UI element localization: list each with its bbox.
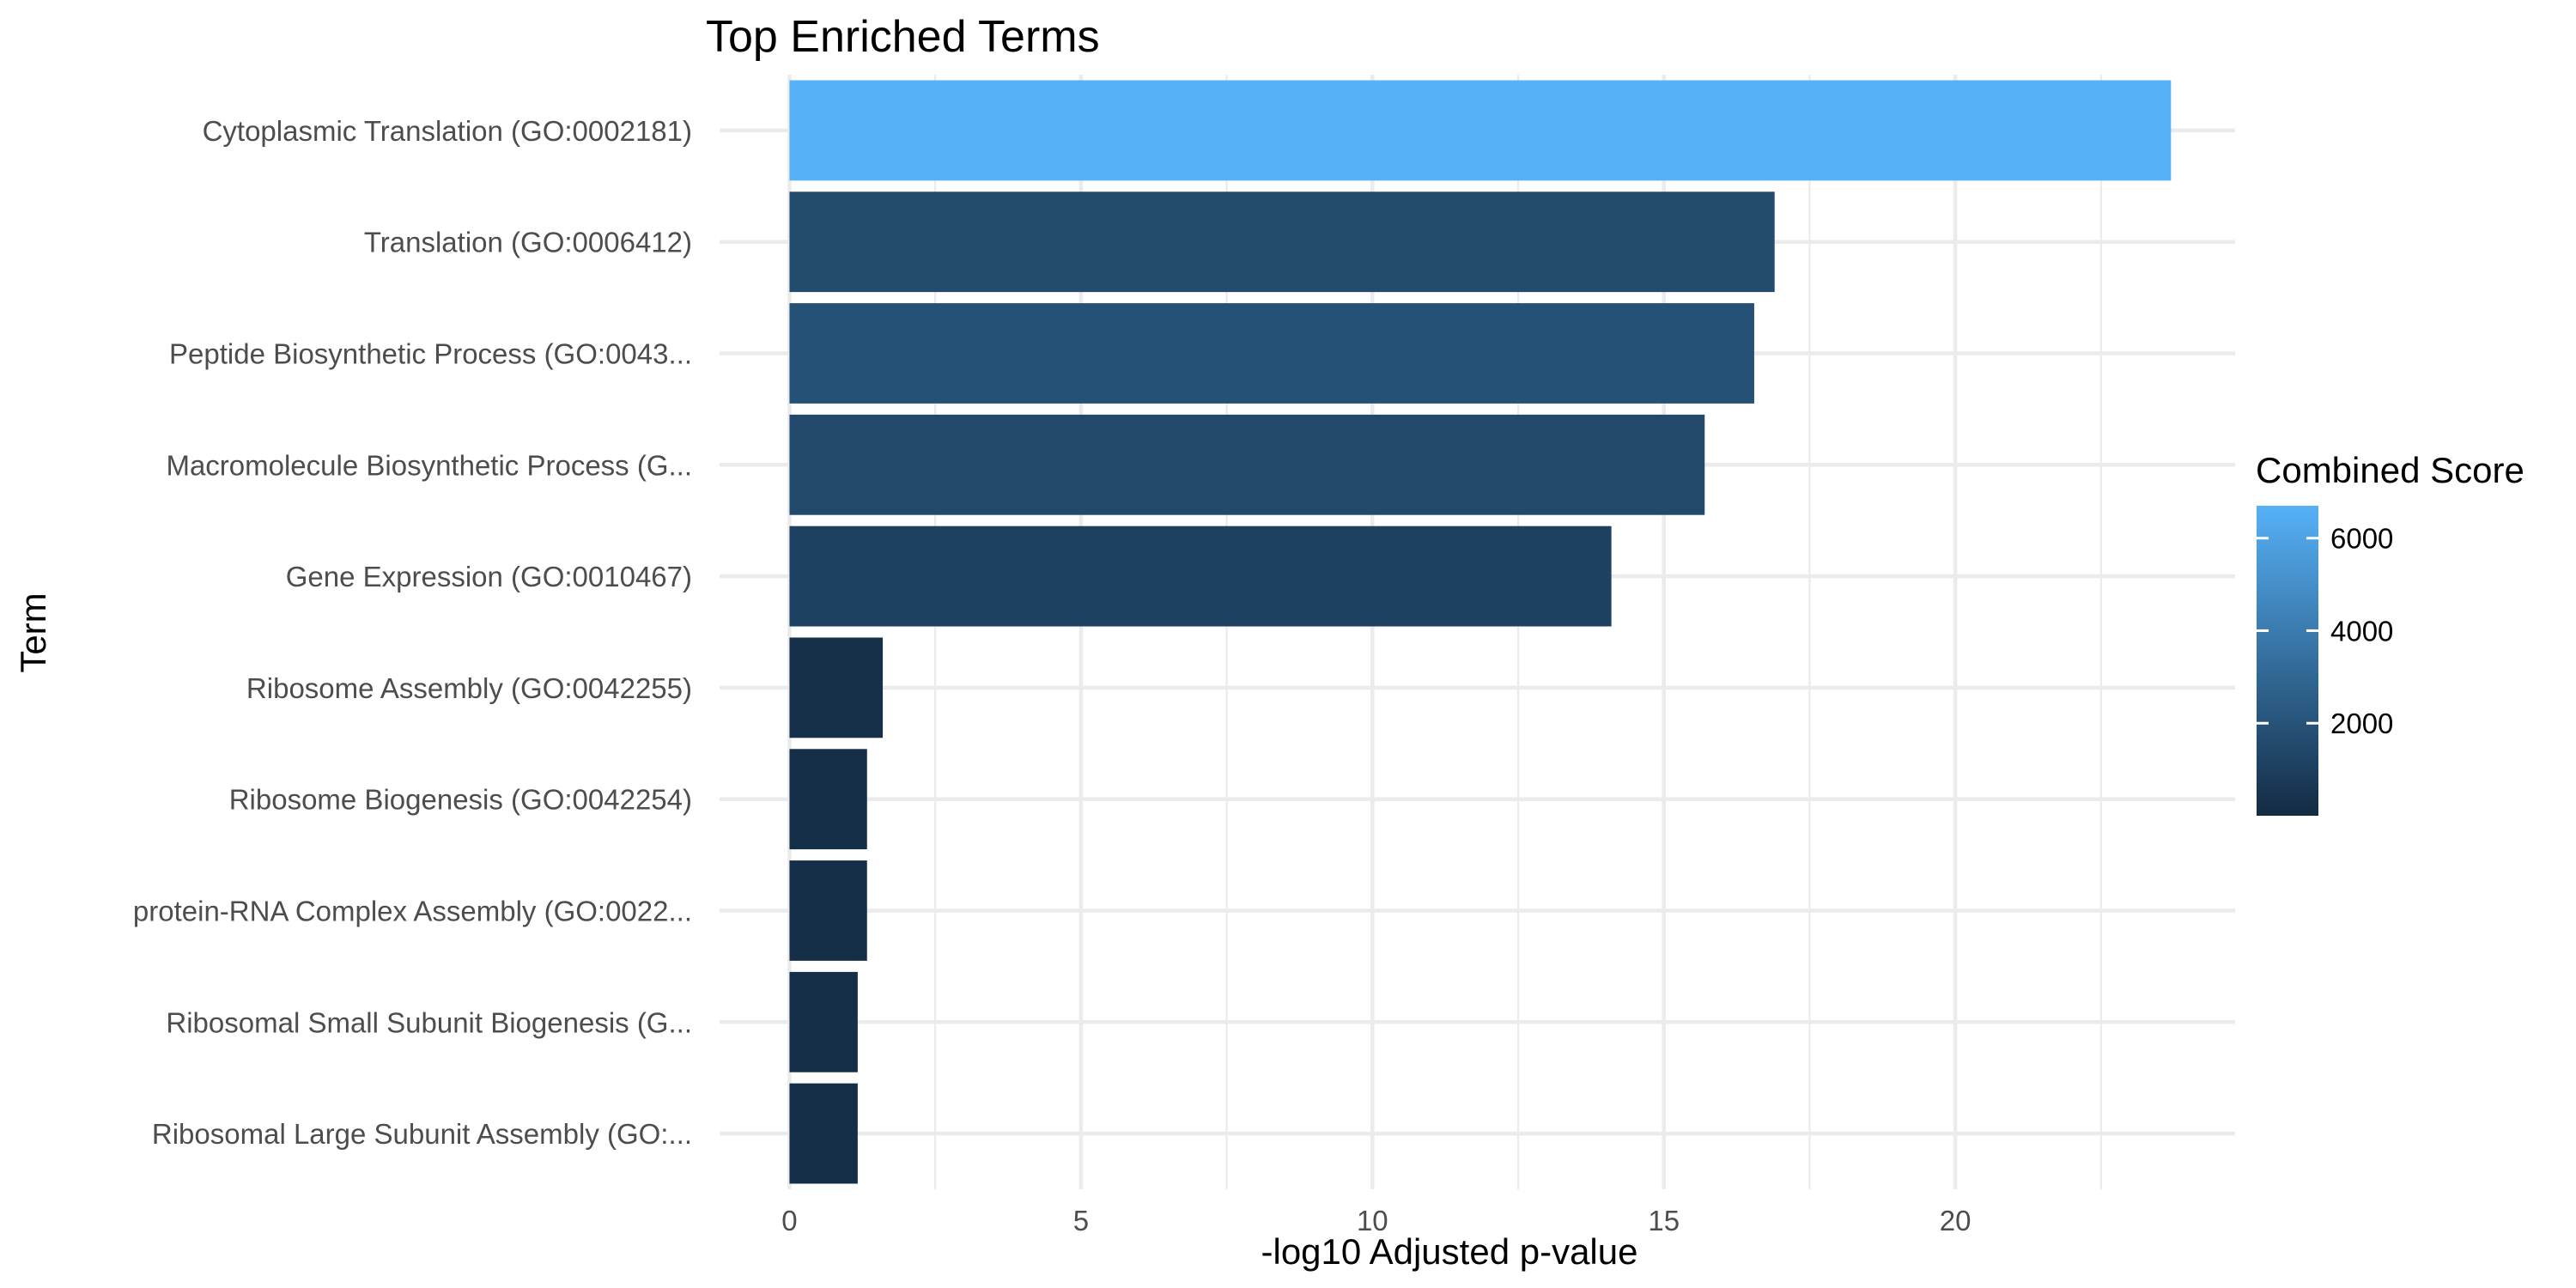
color-legend: Combined Score 2000 4000 6000 bbox=[2256, 450, 2524, 816]
y-axis-title: Term bbox=[13, 592, 53, 672]
y-tick-label: Peptide Biosynthetic Process (GO:0043... bbox=[169, 338, 692, 370]
y-tick-label: Ribosome Biogenesis (GO:0042254) bbox=[229, 784, 692, 816]
y-tick-label: Ribosomal Small Subunit Biogenesis (G... bbox=[166, 1006, 692, 1038]
x-tick-label: 0 bbox=[781, 1205, 797, 1236]
legend-tick-label: 4000 bbox=[2330, 615, 2393, 647]
x-tick-label: 5 bbox=[1073, 1205, 1089, 1236]
bar bbox=[789, 303, 1754, 404]
bar bbox=[789, 414, 1705, 515]
bar bbox=[789, 971, 858, 1072]
bar bbox=[789, 749, 867, 850]
y-axis-tick-labels: Cytoplasmic Translation (GO:0002181) Tran… bbox=[133, 115, 692, 1150]
bar bbox=[789, 191, 1775, 293]
x-tick-label: 15 bbox=[1648, 1205, 1680, 1236]
y-tick-label: protein-RNA Complex Assembly (GO:0022... bbox=[133, 896, 692, 927]
legend-ticks: 2000 4000 6000 bbox=[2257, 523, 2393, 739]
x-tick-label: 20 bbox=[1940, 1205, 1971, 1236]
x-axis-title: -log10 Adjusted p-value bbox=[1261, 1231, 1638, 1272]
legend-tick-label: 6000 bbox=[2330, 523, 2393, 555]
x-axis-tick-labels: 0 5 10 15 20 bbox=[781, 1205, 1971, 1236]
x-tick-label: 10 bbox=[1357, 1205, 1388, 1236]
y-tick-label: Cytoplasmic Translation (GO:0002181) bbox=[203, 115, 692, 147]
bar bbox=[789, 860, 867, 961]
y-tick-label: Translation (GO:0006412) bbox=[364, 227, 692, 258]
y-tick-label: Gene Expression (GO:0010467) bbox=[286, 561, 692, 592]
chart-title: Top Enriched Terms bbox=[706, 12, 1100, 62]
bar bbox=[789, 1083, 858, 1184]
y-tick-label: Macromolecule Biosynthetic Process (G... bbox=[166, 449, 692, 481]
y-tick-label: Ribosome Assembly (GO:0042255) bbox=[246, 672, 692, 704]
bar bbox=[789, 526, 1612, 627]
bars bbox=[789, 80, 2172, 1184]
legend-colorbar bbox=[2257, 506, 2318, 816]
y-tick-label: Ribosomal Large Subunit Assembly (GO:... bbox=[152, 1118, 692, 1150]
legend-tick-label: 2000 bbox=[2330, 708, 2393, 739]
legend-title: Combined Score bbox=[2256, 450, 2524, 490]
plot-panel bbox=[720, 75, 2235, 1189]
bar bbox=[789, 80, 2172, 181]
bar bbox=[789, 637, 884, 738]
